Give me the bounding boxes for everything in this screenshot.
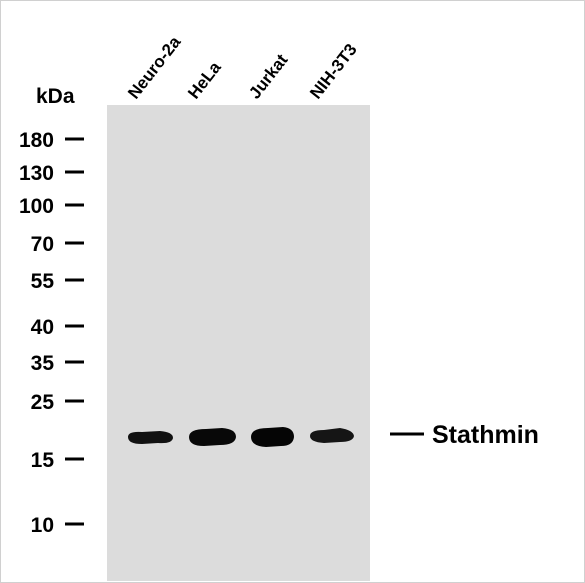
marker-label: 70: [31, 233, 54, 256]
marker-label: 100: [19, 195, 54, 218]
membrane: [107, 105, 370, 581]
marker-label: 180: [19, 129, 54, 152]
marker-label: 130: [19, 162, 54, 185]
marker-label: 35: [31, 352, 55, 375]
marker-label: 25: [31, 391, 55, 414]
band: [128, 431, 173, 444]
band: [310, 428, 354, 443]
band-label: Stathmin: [432, 421, 539, 449]
band: [189, 428, 236, 446]
marker-label: 15: [31, 449, 55, 472]
band: [251, 427, 294, 447]
unit-label: kDa: [36, 85, 75, 108]
marker-label: 40: [31, 316, 54, 339]
marker-label: 55: [31, 270, 55, 293]
marker-label: 10: [31, 514, 54, 537]
bands: [128, 427, 354, 447]
